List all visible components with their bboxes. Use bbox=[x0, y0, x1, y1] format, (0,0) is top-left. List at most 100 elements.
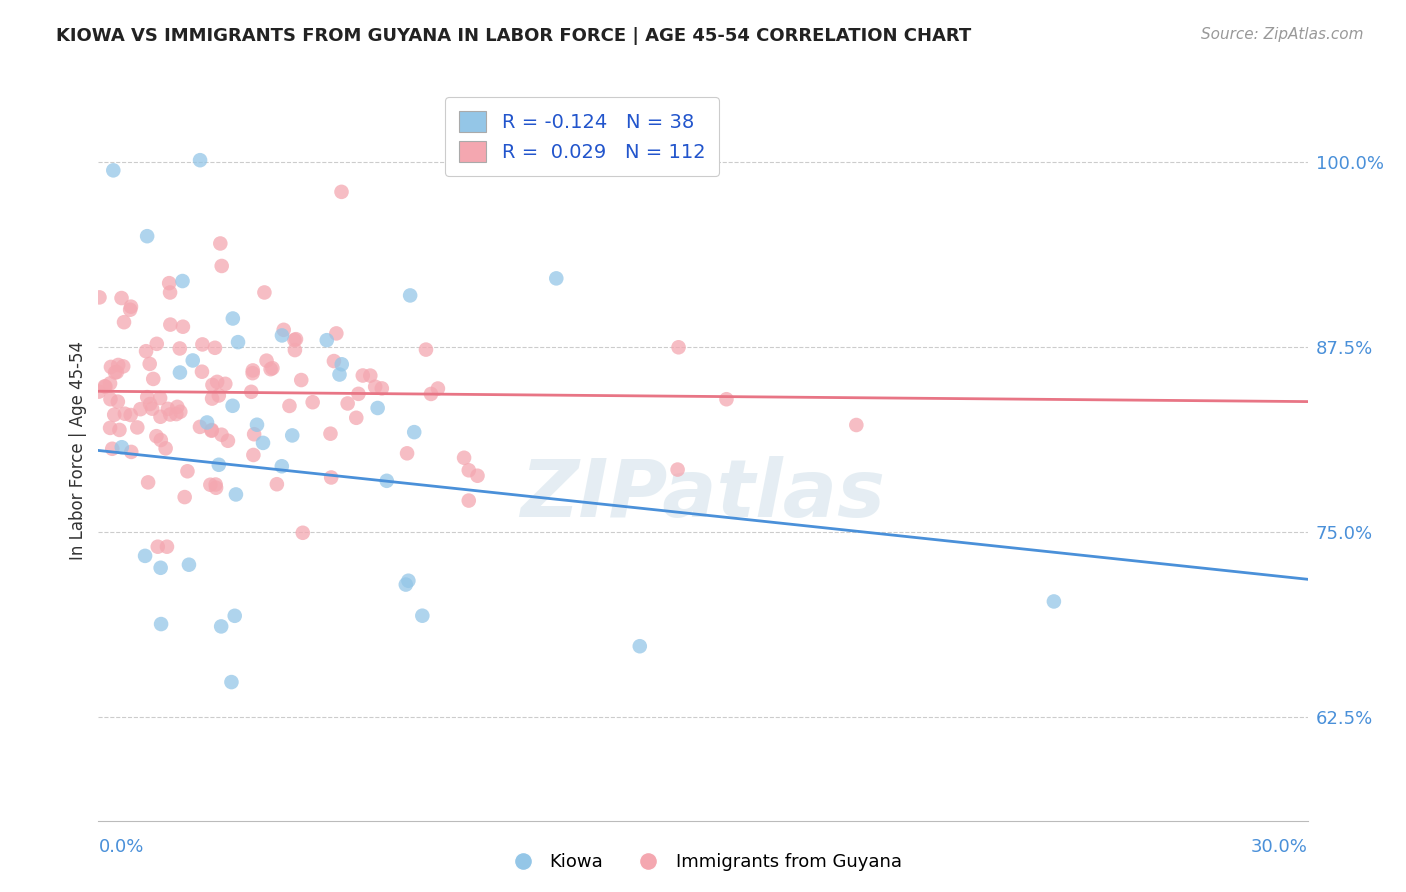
Point bbox=[136, 229, 159, 244]
Point bbox=[100, 392, 122, 407]
Point bbox=[112, 359, 135, 374]
Point bbox=[221, 399, 243, 413]
Point bbox=[273, 323, 295, 337]
Point bbox=[259, 362, 281, 376]
Point bbox=[166, 400, 188, 414]
Point bbox=[278, 399, 301, 413]
Point bbox=[628, 639, 651, 653]
Point bbox=[146, 540, 169, 554]
Point bbox=[159, 318, 181, 332]
Point bbox=[415, 343, 437, 357]
Point bbox=[169, 342, 191, 356]
Point bbox=[149, 433, 172, 447]
Legend: Kiowa, Immigrants from Guyana: Kiowa, Immigrants from Guyana bbox=[498, 847, 908, 879]
Point bbox=[266, 477, 288, 491]
Y-axis label: In Labor Force | Age 45-54: In Labor Force | Age 45-54 bbox=[69, 341, 87, 560]
Point bbox=[169, 405, 191, 419]
Point bbox=[172, 274, 194, 288]
Point bbox=[98, 421, 121, 435]
Point bbox=[136, 475, 159, 490]
Point bbox=[177, 558, 200, 572]
Point bbox=[103, 408, 125, 422]
Point bbox=[195, 416, 218, 430]
Point bbox=[145, 429, 167, 443]
Text: 0.0%: 0.0% bbox=[98, 838, 143, 856]
Point bbox=[169, 366, 191, 380]
Point bbox=[150, 617, 173, 632]
Text: Source: ZipAtlas.com: Source: ZipAtlas.com bbox=[1201, 27, 1364, 42]
Point bbox=[209, 236, 232, 251]
Point bbox=[104, 366, 127, 380]
Point bbox=[145, 336, 167, 351]
Point bbox=[668, 340, 690, 354]
Point bbox=[94, 379, 117, 393]
Point bbox=[457, 493, 479, 508]
Point bbox=[211, 427, 233, 442]
Point bbox=[136, 390, 159, 404]
Point bbox=[359, 368, 381, 383]
Point bbox=[1043, 594, 1066, 608]
Point bbox=[321, 470, 343, 484]
Point bbox=[159, 408, 181, 422]
Point bbox=[352, 368, 374, 383]
Point bbox=[283, 333, 305, 347]
Point bbox=[399, 288, 422, 302]
Point bbox=[301, 395, 323, 409]
Point bbox=[214, 376, 236, 391]
Point bbox=[270, 459, 292, 474]
Point bbox=[328, 368, 350, 382]
Point bbox=[105, 365, 128, 379]
Point bbox=[149, 561, 172, 575]
Point bbox=[395, 577, 418, 591]
Point bbox=[336, 396, 359, 410]
Point bbox=[129, 402, 152, 417]
Point bbox=[290, 373, 312, 387]
Point bbox=[159, 285, 181, 300]
Point bbox=[176, 464, 198, 478]
Point bbox=[666, 462, 689, 476]
Point bbox=[325, 326, 347, 341]
Point bbox=[110, 291, 132, 305]
Point bbox=[262, 361, 284, 376]
Point bbox=[98, 376, 121, 391]
Point bbox=[173, 490, 195, 504]
Point bbox=[191, 337, 214, 351]
Point bbox=[291, 525, 314, 540]
Point bbox=[319, 426, 342, 441]
Point bbox=[120, 408, 142, 422]
Point bbox=[139, 397, 162, 411]
Point bbox=[347, 387, 370, 401]
Point bbox=[188, 153, 211, 168]
Text: 30.0%: 30.0% bbox=[1251, 838, 1308, 856]
Point bbox=[224, 608, 246, 623]
Point bbox=[330, 185, 353, 199]
Point bbox=[205, 481, 228, 495]
Legend: R = -0.124   N = 38, R =  0.029   N = 112: R = -0.124 N = 38, R = 0.029 N = 112 bbox=[446, 97, 718, 176]
Point bbox=[135, 344, 157, 359]
Point bbox=[188, 420, 211, 434]
Point bbox=[127, 420, 149, 434]
Point bbox=[111, 440, 134, 454]
Point bbox=[242, 366, 264, 380]
Point bbox=[453, 450, 475, 465]
Point bbox=[93, 379, 115, 393]
Point bbox=[172, 319, 194, 334]
Point bbox=[134, 549, 156, 563]
Point bbox=[114, 407, 136, 421]
Point bbox=[141, 401, 163, 416]
Point bbox=[107, 358, 129, 372]
Point bbox=[246, 417, 269, 432]
Point bbox=[201, 378, 224, 392]
Point bbox=[101, 442, 124, 456]
Point bbox=[205, 375, 228, 389]
Point bbox=[371, 381, 394, 395]
Point bbox=[242, 448, 264, 462]
Point bbox=[243, 427, 266, 442]
Point bbox=[112, 315, 135, 329]
Point bbox=[217, 434, 239, 448]
Point bbox=[211, 259, 233, 273]
Point bbox=[396, 446, 419, 460]
Point bbox=[271, 328, 294, 343]
Point bbox=[344, 410, 367, 425]
Point bbox=[411, 608, 433, 623]
